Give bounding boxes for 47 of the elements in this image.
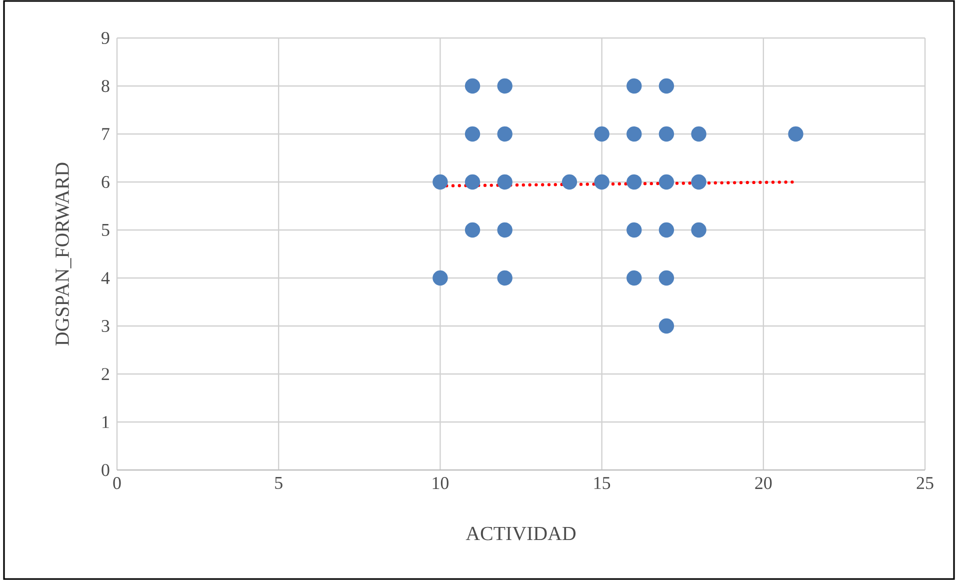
- point: [626, 174, 642, 190]
- y-tick-label: 6: [102, 176, 110, 188]
- point: [464, 174, 480, 190]
- y-tick-label: 9: [102, 32, 110, 44]
- point: [788, 126, 804, 142]
- point: [497, 78, 512, 94]
- y-tick-label: 2: [102, 368, 109, 380]
- y-tick-label: 7: [102, 128, 110, 140]
- point: [432, 174, 448, 190]
- x-tick-label: 10: [432, 477, 448, 490]
- point: [691, 174, 706, 190]
- point: [497, 174, 512, 190]
- point: [497, 270, 512, 286]
- point: [562, 174, 578, 190]
- point: [497, 222, 512, 238]
- x-axis-title: ACTIVIDAD: [466, 526, 576, 540]
- point: [464, 222, 480, 238]
- point: [691, 222, 706, 238]
- point: [658, 222, 674, 238]
- point: [658, 174, 674, 190]
- point: [691, 126, 706, 142]
- point: [594, 174, 610, 190]
- point: [594, 126, 610, 142]
- x-tick-label: 15: [594, 477, 610, 490]
- point: [658, 270, 674, 286]
- x-tick-label: 20: [755, 477, 772, 490]
- y-tick-label: 5: [102, 224, 110, 236]
- x-tick-label: 25: [916, 477, 934, 490]
- point: [432, 270, 448, 286]
- y-tick-label: 8: [102, 80, 110, 92]
- point: [658, 318, 674, 334]
- point: [626, 126, 642, 142]
- y-tick-label: 3: [102, 320, 110, 332]
- y-tick-label: 1: [102, 416, 109, 428]
- point: [626, 270, 642, 286]
- x-tick-label: 0: [113, 477, 121, 490]
- point: [464, 78, 480, 94]
- y-axis-title: DGSPAN_FORWARD: [56, 162, 72, 346]
- y-tick-label: 0: [102, 464, 110, 476]
- point: [464, 126, 480, 142]
- point: [658, 126, 674, 142]
- point: [626, 78, 642, 94]
- point: [658, 78, 674, 94]
- point: [626, 222, 642, 238]
- point: [497, 126, 512, 142]
- x-tick-label: 5: [275, 477, 282, 489]
- y-tick-label: 4: [101, 272, 110, 284]
